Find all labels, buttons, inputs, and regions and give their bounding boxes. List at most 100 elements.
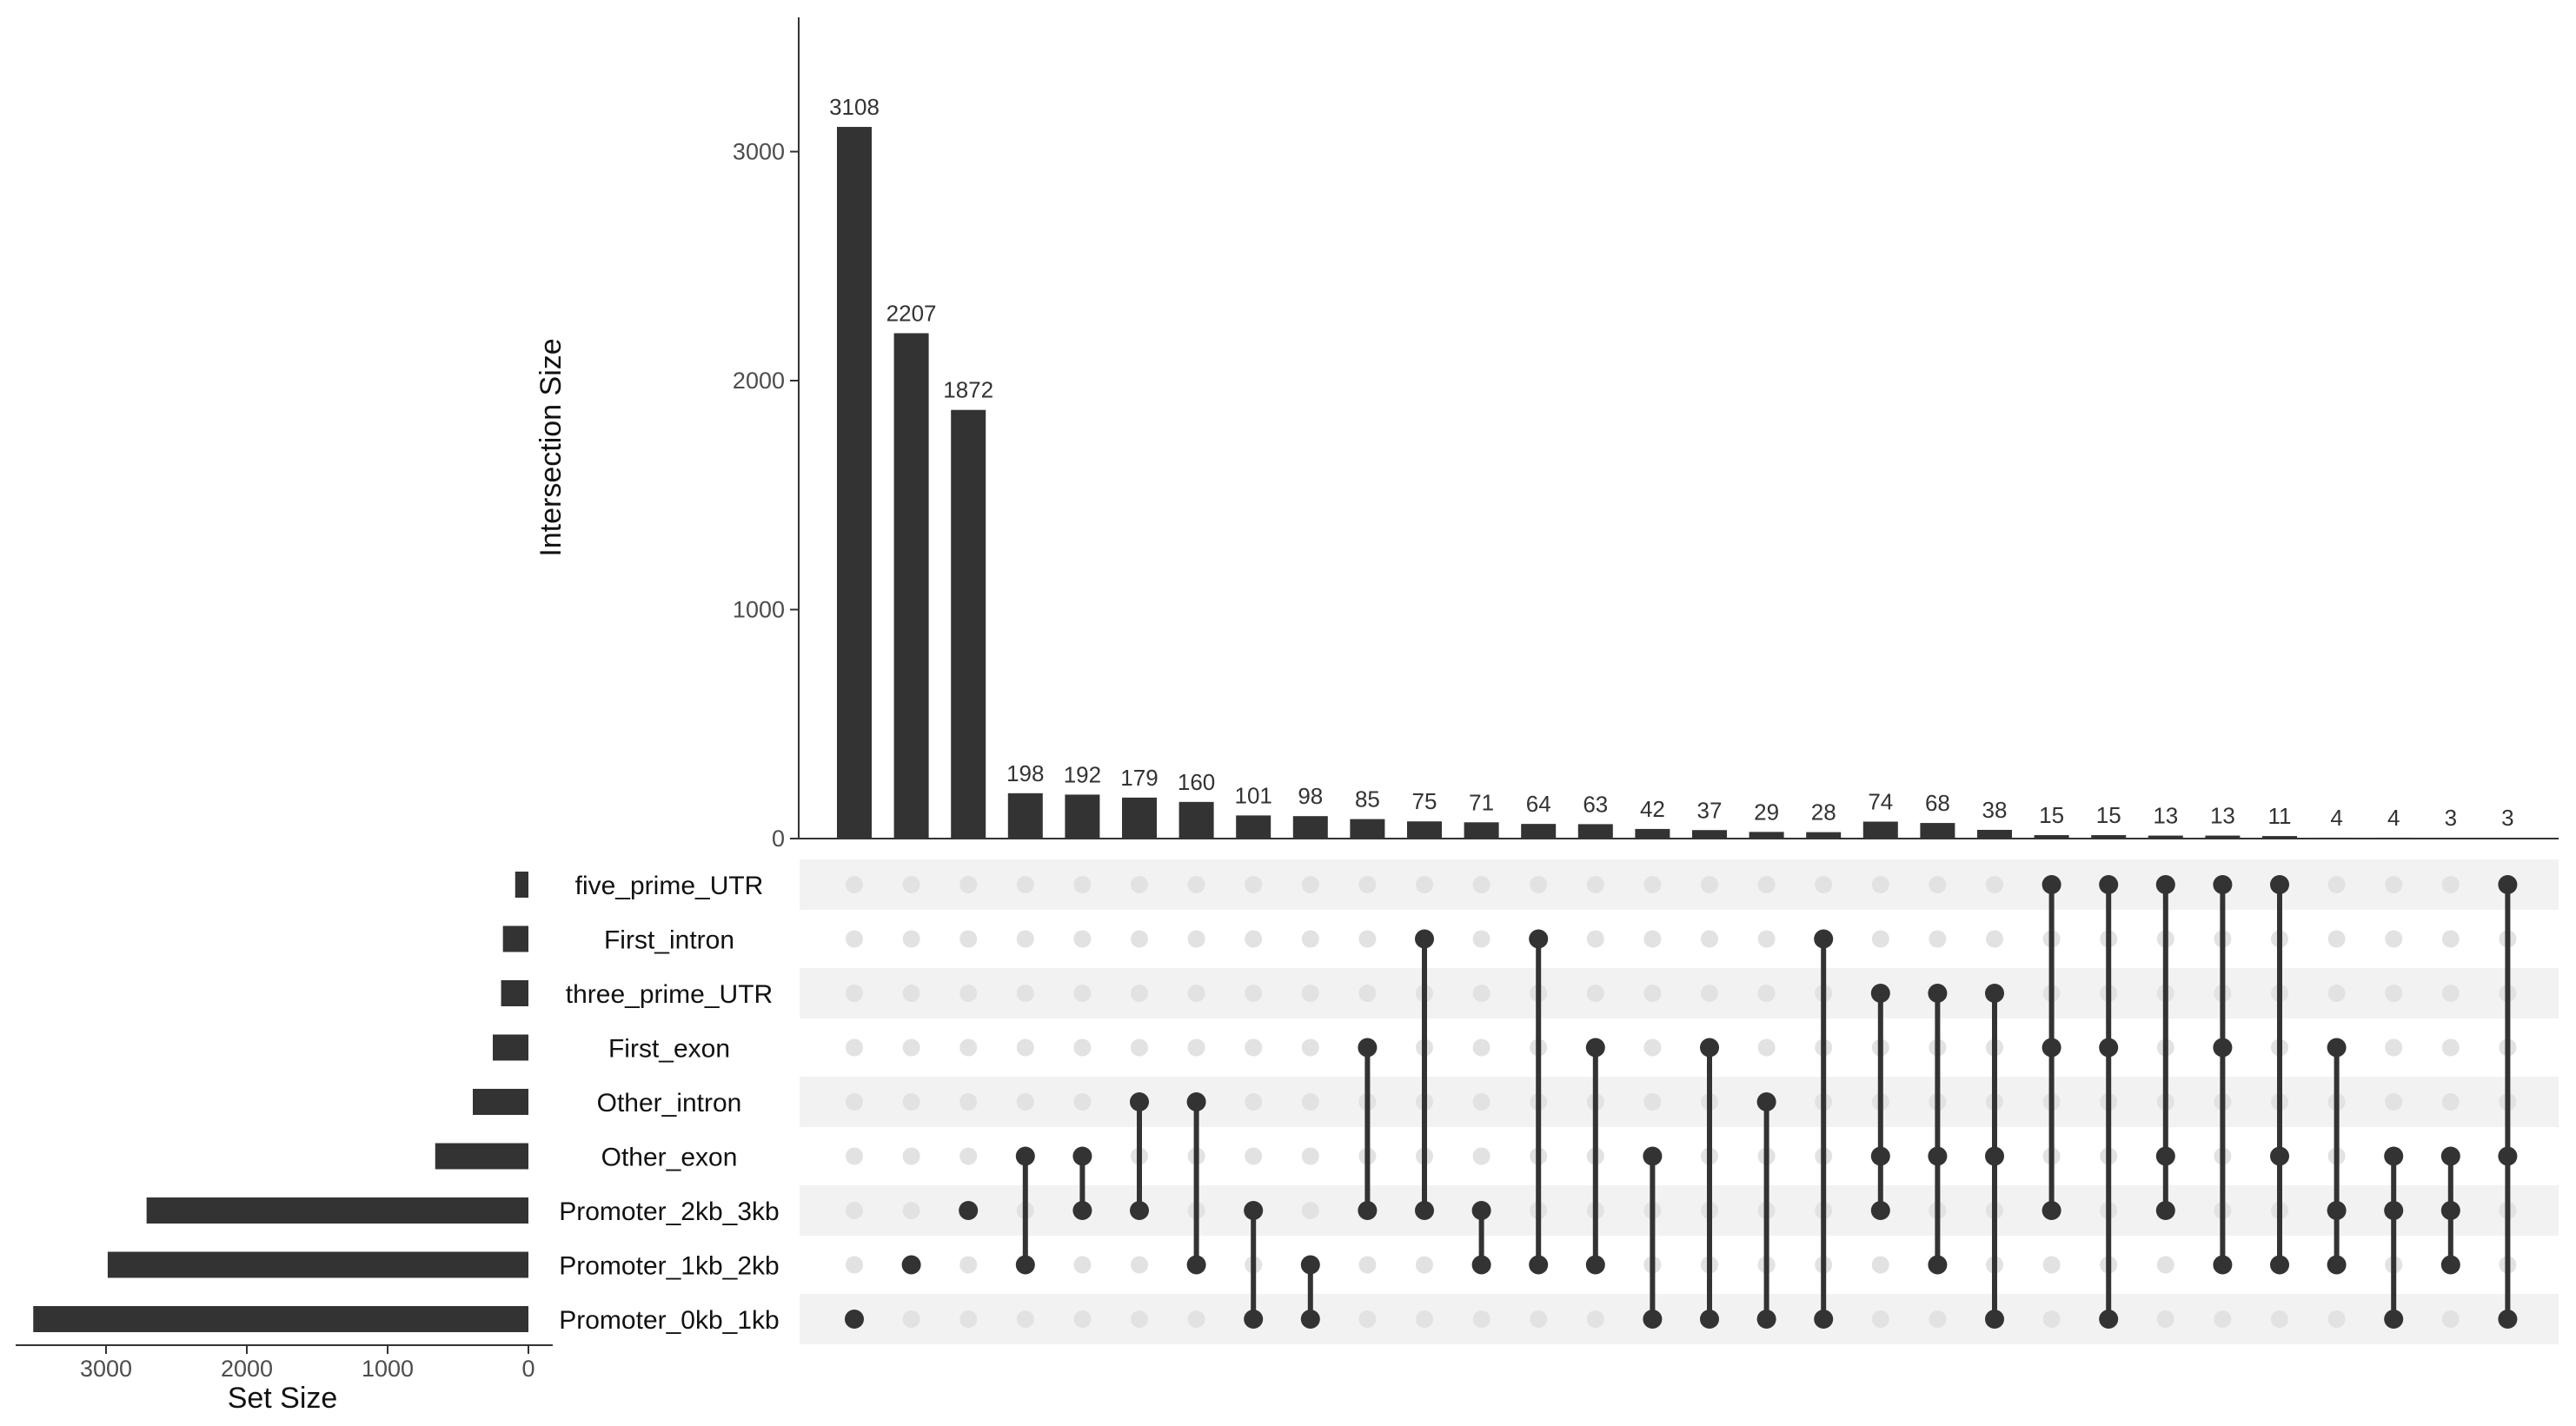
matrix-dot-active — [1415, 929, 1434, 949]
matrix-dot-active — [1186, 1255, 1206, 1275]
matrix-dot-active — [1529, 1255, 1549, 1275]
matrix-dot-inactive — [902, 985, 920, 1002]
intersection-bar — [1065, 794, 1100, 839]
matrix-dot-inactive — [846, 876, 863, 893]
intersection-bar-value-label: 160 — [1178, 769, 1215, 795]
intersection-bar-value-label: 11 — [2268, 803, 2292, 829]
intersection-axis-tick-label: 3000 — [733, 139, 785, 165]
matrix-dot-inactive — [1586, 985, 1604, 1002]
matrix-dot-active — [2498, 1310, 2518, 1329]
matrix-dot-active — [1643, 1310, 1663, 1329]
intersection-bar-value-label: 179 — [1120, 765, 1158, 791]
matrix-stripe — [800, 859, 2559, 910]
matrix-dot-inactive — [1073, 1038, 1092, 1057]
intersection-size-axis: Intersection Size 0 1000 2000 3000 — [534, 17, 2559, 852]
intersection-bar-value-label: 3 — [2501, 805, 2513, 831]
matrix-dot-inactive — [959, 985, 978, 1002]
intersection-bar-value-label: 4 — [2330, 805, 2342, 831]
set-size-bar — [473, 1089, 528, 1115]
matrix-dot-inactive — [1416, 1310, 1433, 1328]
set-size-bar — [502, 925, 528, 952]
set-name-label: Promoter_0kb_1kb — [559, 1306, 779, 1335]
matrix-dot-inactive — [959, 1093, 978, 1111]
intersection-bar — [1236, 815, 1271, 839]
intersection-bar — [1749, 832, 1784, 839]
matrix-dot-inactive — [1187, 876, 1205, 893]
matrix-panel — [845, 875, 2518, 1329]
matrix-dot-inactive — [1131, 1038, 1148, 1057]
intersection-bar-value-label: 15 — [2096, 802, 2121, 828]
matrix-dot-inactive — [1358, 930, 1377, 948]
matrix-dot-inactive — [1187, 1038, 1205, 1057]
matrix-dot-inactive — [2385, 930, 2403, 948]
matrix-dot-active — [2099, 1310, 2119, 1329]
matrix-dot-active — [1358, 1201, 1378, 1220]
matrix-dot-inactive — [1131, 1256, 1148, 1274]
set-name-label: First_intron — [604, 926, 734, 955]
matrix-dot-inactive — [1472, 1093, 1490, 1111]
matrix-dot-inactive — [1358, 876, 1377, 893]
matrix-dot-active — [2270, 1255, 2289, 1275]
intersection-bar — [1178, 801, 1214, 839]
matrix-dot-inactive — [1929, 876, 1947, 893]
intersection-bar-value-label: 74 — [1868, 789, 1893, 815]
matrix-dot-active — [2155, 875, 2175, 894]
matrix-dot-inactive — [1016, 1038, 1034, 1057]
matrix-dot-active — [1928, 1146, 1948, 1166]
set-size-bar — [33, 1306, 529, 1332]
matrix-dot-active — [1870, 1146, 1890, 1166]
matrix-dot-inactive — [846, 985, 863, 1002]
matrix-dot-active — [1814, 1310, 1834, 1329]
intersection-bar-value-label: 37 — [1697, 797, 1723, 823]
matrix-dot-inactive — [1245, 1038, 1263, 1057]
matrix-dot-inactive — [1131, 1310, 1148, 1328]
matrix-dot-inactive — [2327, 985, 2346, 1002]
intersection-axis-tick-label: 1000 — [733, 597, 785, 623]
matrix-dot-inactive — [902, 1147, 920, 1165]
matrix-dot-active — [1585, 1255, 1605, 1275]
set-size-bar — [493, 1034, 528, 1061]
intersection-bar — [837, 127, 872, 839]
matrix-dot-inactive — [2156, 1310, 2174, 1328]
matrix-dot-inactive — [1245, 1093, 1263, 1111]
matrix-dot-inactive — [1416, 1256, 1433, 1274]
intersection-bar-value-label: 2207 — [886, 300, 937, 326]
matrix-dot-active — [1928, 1255, 1948, 1275]
matrix-dot-inactive — [1472, 1038, 1490, 1057]
intersection-bar — [2262, 836, 2297, 839]
intersection-bar — [1806, 832, 1842, 839]
intersection-bar — [1635, 828, 1670, 839]
set-name-label: Other_exon — [601, 1144, 738, 1172]
matrix-dot-active — [2440, 1146, 2460, 1166]
set-name-label: three_prime_UTR — [566, 980, 773, 1009]
matrix-dot-inactive — [1472, 985, 1490, 1002]
matrix-dot-active — [1585, 1038, 1605, 1058]
matrix-dot-inactive — [2327, 930, 2346, 948]
intersection-bar-value-label: 192 — [1064, 761, 1101, 787]
matrix-dot-active — [1130, 1092, 1149, 1111]
intersection-bar-value-label: 13 — [2210, 803, 2235, 829]
matrix-dot-active — [1015, 1255, 1035, 1275]
matrix-dot-active — [1471, 1255, 1491, 1275]
matrix-dot-active — [2440, 1255, 2460, 1275]
matrix-dot-active — [1700, 1310, 1719, 1329]
matrix-dot-inactive — [846, 1256, 863, 1274]
intersection-bar-value-label: 38 — [1982, 797, 2008, 823]
matrix-dot-active — [1072, 1146, 1092, 1166]
matrix-dot-inactive — [1301, 930, 1319, 948]
matrix-dot-inactive — [2327, 1310, 2346, 1328]
set-name-label: five_prime_UTR — [575, 872, 764, 900]
matrix-dot-active — [2213, 1255, 2233, 1275]
matrix-dot-inactive — [1416, 876, 1433, 893]
matrix-dot-inactive — [1016, 930, 1034, 948]
matrix-dot-inactive — [2385, 985, 2403, 1002]
set-name-label: Promoter_2kb_3kb — [559, 1197, 779, 1226]
matrix-dot-inactive — [1245, 985, 1263, 1002]
intersection-axis-tick-label: 0 — [772, 826, 785, 852]
matrix-stripe — [800, 968, 2559, 1018]
matrix-dot-active — [2327, 1201, 2347, 1220]
set-name-labels: five_prime_UTR First_intron three_prime_UT… — [559, 872, 779, 1335]
matrix-dot-inactive — [1016, 1093, 1034, 1111]
matrix-dot-inactive — [1131, 876, 1148, 893]
intersection-bar-value-label: 101 — [1235, 782, 1272, 808]
